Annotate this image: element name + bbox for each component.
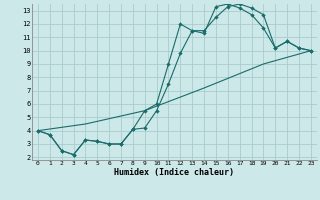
X-axis label: Humidex (Indice chaleur): Humidex (Indice chaleur)	[115, 168, 234, 177]
